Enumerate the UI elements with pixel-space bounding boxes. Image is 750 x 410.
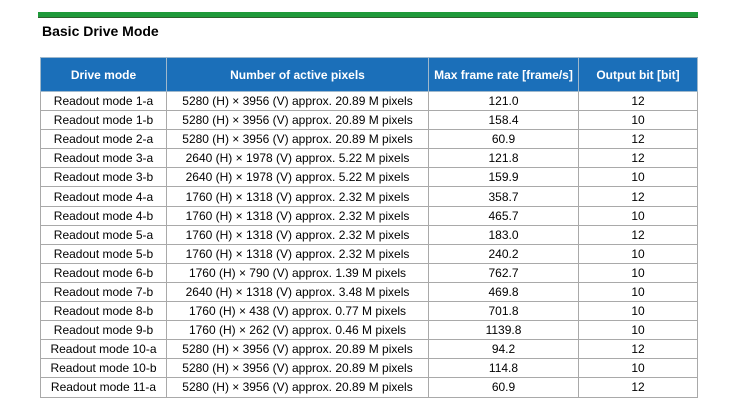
cell-drive-mode: Readout mode 3-a xyxy=(40,148,167,169)
header-max-frame-rate: Max frame rate [frame/s] xyxy=(428,57,579,92)
cell-output-bit: 10 xyxy=(578,262,698,283)
cell-output-bit: 10 xyxy=(578,110,698,131)
cell-drive-mode: Readout mode 3-b xyxy=(40,167,167,188)
cell-output-bit: 10 xyxy=(578,358,698,379)
cell-active-pixels: 5280 (H) × 3956 (V) approx. 20.89 M pixe… xyxy=(166,110,429,131)
table-row: Readout mode 9-b 1760 (H) × 262 (V) appro… xyxy=(40,320,698,341)
table-row: Readout mode 3-b 2640 (H) × 1978 (V) appr… xyxy=(40,167,698,188)
cell-drive-mode: Readout mode 9-b xyxy=(40,320,167,341)
cell-output-bit: 12 xyxy=(578,129,698,150)
drive-mode-table: Drive mode Number of active pixels Max f… xyxy=(40,57,698,398)
cell-output-bit: 10 xyxy=(578,243,698,264)
table-row: Readout mode 4-a 1760 (H) × 1318 (V) appr… xyxy=(40,186,698,207)
cell-max-frame-rate: 762.7 xyxy=(428,262,579,283)
table-body: Readout mode 1-a 5280 (H) × 3956 (V) appr… xyxy=(40,90,698,398)
table-row: Readout mode 8-b 1760 (H) × 438 (V) appro… xyxy=(40,301,698,322)
table-row: Readout mode 2-a 5280 (H) × 3956 (V) appr… xyxy=(40,129,698,150)
cell-drive-mode: Readout mode 6-b xyxy=(40,262,167,283)
cell-output-bit: 10 xyxy=(578,320,698,341)
cell-output-bit: 12 xyxy=(578,148,698,169)
table-row: Readout mode 7-b 2640 (H) × 1318 (V) appr… xyxy=(40,281,698,303)
cell-active-pixels: 1760 (H) × 1318 (V) approx. 2.32 M pixel… xyxy=(166,205,429,226)
cell-max-frame-rate: 465.7 xyxy=(428,205,579,226)
cell-max-frame-rate: 159.9 xyxy=(428,167,579,188)
cell-drive-mode: Readout mode 7-b xyxy=(40,281,167,303)
cell-max-frame-rate: 183.0 xyxy=(428,224,579,245)
cell-drive-mode: Readout mode 8-b xyxy=(40,301,167,322)
cell-active-pixels: 5280 (H) × 3956 (V) approx. 20.89 M pixe… xyxy=(166,377,429,398)
cell-active-pixels: 5280 (H) × 3956 (V) approx. 20.89 M pixe… xyxy=(166,129,429,150)
cell-active-pixels: 2640 (H) × 1318 (V) approx. 3.48 M pixel… xyxy=(166,281,429,303)
cell-max-frame-rate: 1139.8 xyxy=(428,320,579,341)
table-row: Readout mode 5-a 1760 (H) × 1318 (V) appr… xyxy=(40,224,698,245)
table-row: Readout mode 1-b 5280 (H) × 3956 (V) appr… xyxy=(40,110,698,131)
cell-active-pixels: 1760 (H) × 438 (V) approx. 0.77 M pixels xyxy=(166,301,429,322)
cell-output-bit: 12 xyxy=(578,90,698,112)
section-top-rule xyxy=(38,12,698,18)
table-row: Readout mode 10-a 5280 (H) × 3956 (V) app… xyxy=(40,339,698,360)
cell-active-pixels: 1760 (H) × 1318 (V) approx. 2.32 M pixel… xyxy=(166,243,429,264)
cell-active-pixels: 1760 (H) × 790 (V) approx. 1.39 M pixels xyxy=(166,262,429,283)
table-row: Readout mode 1-a 5280 (H) × 3956 (V) appr… xyxy=(40,90,698,112)
table-row: Readout mode 10-b 5280 (H) × 3956 (V) app… xyxy=(40,358,698,379)
table-row: Readout mode 4-b 1760 (H) × 1318 (V) appr… xyxy=(40,205,698,226)
cell-output-bit: 12 xyxy=(578,377,698,398)
cell-max-frame-rate: 158.4 xyxy=(428,110,579,131)
cell-max-frame-rate: 121.8 xyxy=(428,148,579,169)
cell-active-pixels: 1760 (H) × 262 (V) approx. 0.46 M pixels xyxy=(166,320,429,341)
cell-output-bit: 10 xyxy=(578,205,698,226)
cell-active-pixels: 5280 (H) × 3956 (V) approx. 20.89 M pixe… xyxy=(166,339,429,360)
cell-active-pixels: 2640 (H) × 1978 (V) approx. 5.22 M pixel… xyxy=(166,167,429,188)
table-header-row: Drive mode Number of active pixels Max f… xyxy=(40,57,698,92)
cell-max-frame-rate: 469.8 xyxy=(428,281,579,303)
cell-output-bit: 10 xyxy=(578,167,698,188)
table-row: Readout mode 11-a 5280 (H) × 3956 (V) app… xyxy=(40,377,698,398)
cell-max-frame-rate: 114.8 xyxy=(428,358,579,379)
cell-active-pixels: 5280 (H) × 3956 (V) approx. 20.89 M pixe… xyxy=(166,358,429,379)
cell-drive-mode: Readout mode 10-b xyxy=(40,358,167,379)
cell-output-bit: 10 xyxy=(578,281,698,303)
section-heading: Basic Drive Mode xyxy=(42,23,159,39)
cell-drive-mode: Readout mode 10-a xyxy=(40,339,167,360)
cell-drive-mode: Readout mode 1-b xyxy=(40,110,167,131)
cell-max-frame-rate: 60.9 xyxy=(428,129,579,150)
header-active-pixels: Number of active pixels xyxy=(166,57,429,92)
table-row: Readout mode 5-b 1760 (H) × 1318 (V) appr… xyxy=(40,243,698,264)
cell-output-bit: 12 xyxy=(578,339,698,360)
cell-drive-mode: Readout mode 5-a xyxy=(40,224,167,245)
cell-max-frame-rate: 94.2 xyxy=(428,339,579,360)
cell-max-frame-rate: 121.0 xyxy=(428,90,579,112)
cell-max-frame-rate: 701.8 xyxy=(428,301,579,322)
cell-active-pixels: 1760 (H) × 1318 (V) approx. 2.32 M pixel… xyxy=(166,186,429,207)
cell-drive-mode: Readout mode 5-b xyxy=(40,243,167,264)
cell-active-pixels: 5280 (H) × 3956 (V) approx. 20.89 M pixe… xyxy=(166,90,429,112)
cell-max-frame-rate: 240.2 xyxy=(428,243,579,264)
header-drive-mode: Drive mode xyxy=(40,57,167,92)
cell-drive-mode: Readout mode 4-b xyxy=(40,205,167,226)
cell-active-pixels: 1760 (H) × 1318 (V) approx. 2.32 M pixel… xyxy=(166,224,429,245)
cell-max-frame-rate: 358.7 xyxy=(428,186,579,207)
header-output-bit: Output bit [bit] xyxy=(578,57,698,92)
cell-active-pixels: 2640 (H) × 1978 (V) approx. 5.22 M pixel… xyxy=(166,148,429,169)
table-row: Readout mode 3-a 2640 (H) × 1978 (V) appr… xyxy=(40,148,698,169)
cell-output-bit: 12 xyxy=(578,186,698,207)
cell-drive-mode: Readout mode 1-a xyxy=(40,90,167,112)
table-row: Readout mode 6-b 1760 (H) × 790 (V) appro… xyxy=(40,262,698,283)
cell-output-bit: 10 xyxy=(578,301,698,322)
cell-drive-mode: Readout mode 4-a xyxy=(40,186,167,207)
cell-output-bit: 12 xyxy=(578,224,698,245)
cell-max-frame-rate: 60.9 xyxy=(428,377,579,398)
cell-drive-mode: Readout mode 2-a xyxy=(40,129,167,150)
cell-drive-mode: Readout mode 11-a xyxy=(40,377,167,398)
